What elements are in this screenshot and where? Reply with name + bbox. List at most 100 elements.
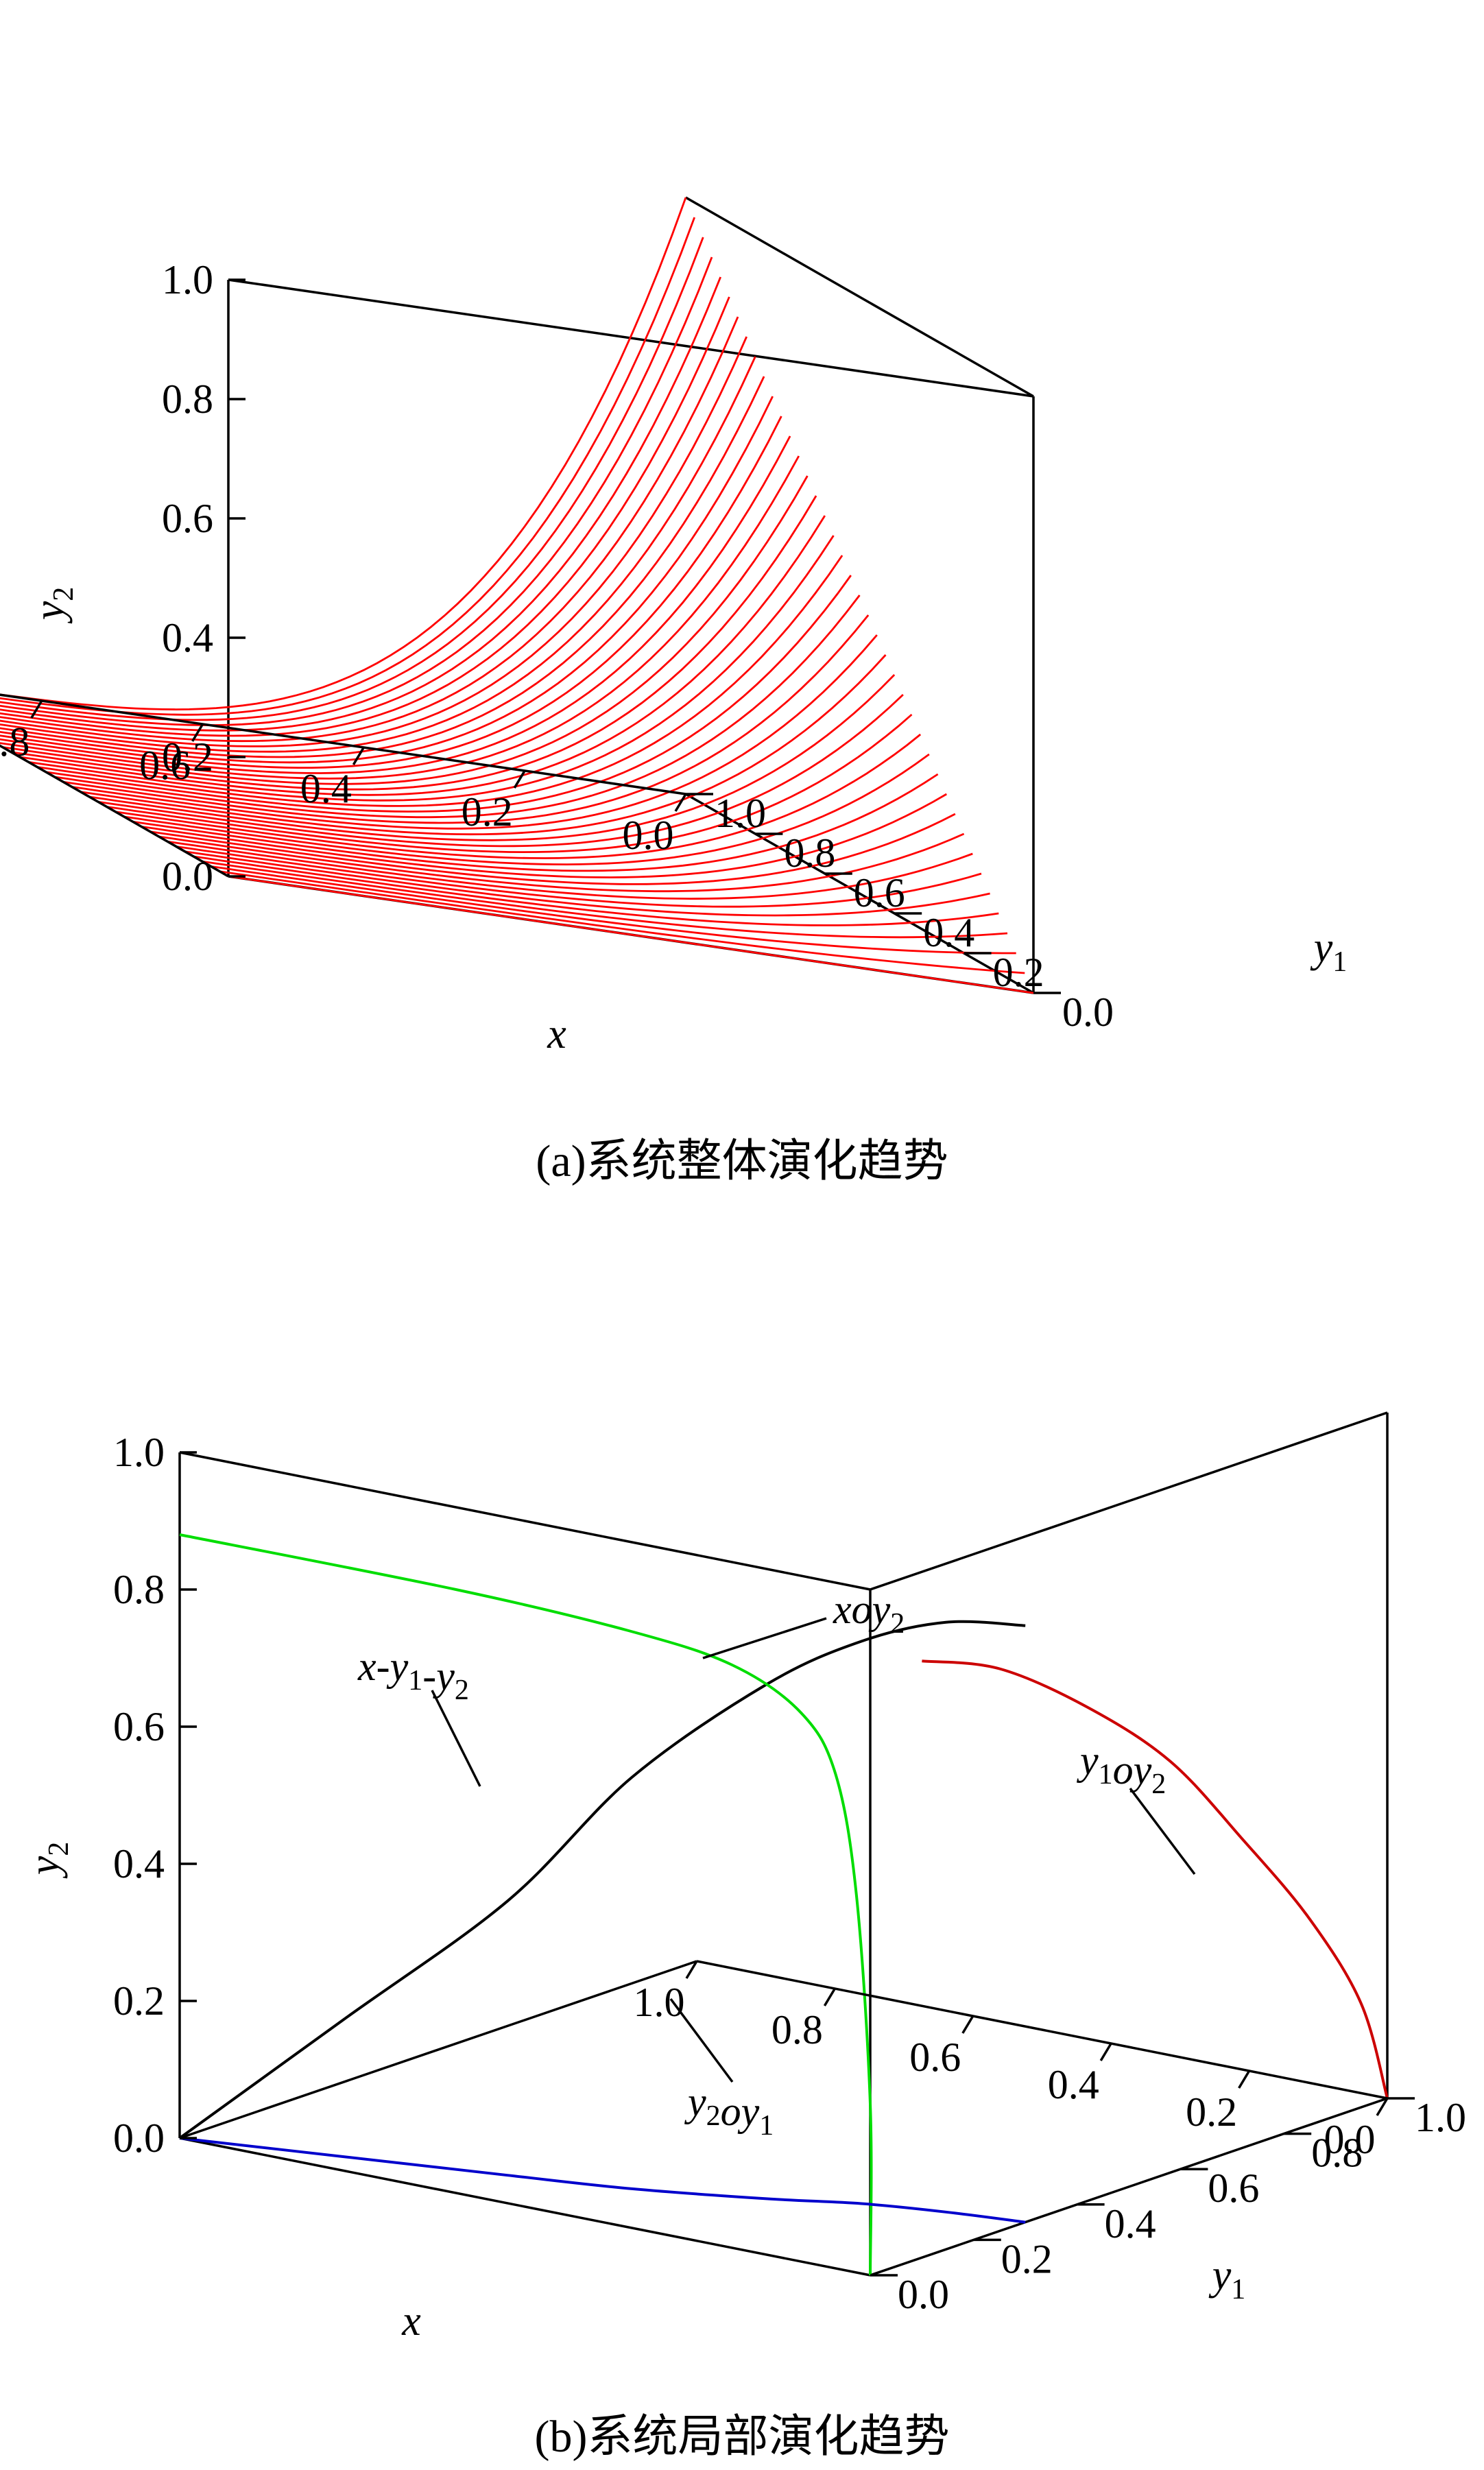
panel-a-trajectory-line: [36, 555, 843, 807]
panel-a-top-right-edge: [685, 196, 1034, 398]
panel-a-trajectory-line: [158, 832, 965, 893]
panel-a-trajectory-line: [89, 674, 896, 841]
panel-a-trajectory-line: [97, 693, 904, 848]
panel-b-z-tick-label: 0.8: [113, 1567, 165, 1612]
panel-a-y-tick-label: 0.2: [993, 950, 1044, 995]
panel-a-x-tick: [352, 747, 365, 765]
panel-a-trajectory-line: [0, 256, 713, 726]
panel-b-blue-trajectory-line: [179, 2137, 1026, 2224]
panel-b-top-right-edge: [870, 1411, 1388, 1591]
panel-a-trajectory-line: [10, 495, 817, 791]
panel-a-x-tick: [191, 723, 204, 742]
panel-a-trajectory-line: [0, 336, 747, 747]
panel-a-trajectory-line: [19, 515, 826, 796]
panel-a-trajectory-line: [54, 595, 861, 819]
panel-a-trajectory-line: [0, 455, 800, 780]
panel-a-curves: [0, 197, 1034, 994]
panel-a-zlabel: y2: [26, 587, 80, 625]
panel-a-x-tick: [513, 770, 526, 789]
panel-a-box-front: [0, 693, 686, 878]
panel-a-trajectory-line: [0, 416, 782, 769]
panel-b-x-tick-label: 0.8: [771, 2007, 823, 2052]
panel-a-x-tick-label: 0.2: [462, 789, 513, 835]
panel-b-label-leader-line: [431, 1690, 481, 1787]
panel-a-trajectory-line: [228, 875, 1034, 994]
panel-b-x-tick-label: 0.2: [1186, 2089, 1237, 2135]
panel-a-z-tick-label: 0.2: [162, 734, 213, 780]
panel-a-trajectory-line: [167, 840, 973, 900]
panel-a-trajectory-line: [149, 813, 956, 885]
panel-b-x-tick-label: 0.4: [1048, 2062, 1099, 2107]
panel-a-trajectory-line: [80, 654, 887, 836]
panel-a-trajectory-line: [176, 846, 982, 908]
panel-b-red-trajectory-line: [922, 1659, 1389, 2099]
panel-a-z-tick-label: 0.8: [162, 376, 213, 422]
panel-b-y-tick-label: 0.8: [1311, 2131, 1363, 2176]
panel-a-trajectory-line: [63, 614, 870, 824]
panel-b-front-left-edge: [179, 1960, 697, 2139]
panel-b-label-leader-line: [669, 1998, 734, 2083]
panel-a-trajectory-line: [184, 850, 990, 917]
panel-a-trajectory-line: [0, 237, 704, 721]
panel-b-y-tick-label: 0.4: [1105, 2201, 1156, 2246]
panel-b-curves: [178, 1533, 1389, 2276]
panel-b-series-labels: x-y1-y2 xoy2 y2oy1 y1oy2: [357, 1587, 1196, 2142]
panel-b-xlabel: x: [401, 2298, 421, 2345]
panel-a-y-tick-label: 0.4: [923, 910, 974, 955]
panel-b-green-trajectory-line: [179, 1533, 873, 2276]
panel-a-trajectory-line: [132, 773, 939, 872]
panel-a-x-tick-label: 0.8: [0, 719, 29, 765]
panel-b-y-tick-label: 0.0: [898, 2272, 949, 2317]
panel-a-trajectory-line: [202, 860, 1008, 939]
panel-a-trajectory-line: [2, 475, 809, 785]
panel-a: 0.0 0.2 0.4 0.6 0.8 1.0 1.0 0.8 0.6 0.4 0.2 0.0 0.0 0…: [0, 196, 1347, 1186]
panel-a-trajectory-line: [0, 316, 739, 743]
panel-b-black-trajectory-line: [178, 1620, 1026, 2139]
panel-b-caption: (b)系统局部演化趋势: [535, 2412, 950, 2462]
panel-a-z-tick-label: 0.6: [162, 496, 213, 541]
panel-a-trajectory-line: [193, 855, 999, 926]
panel-a-trajectory-line: [141, 793, 947, 878]
panel-a-front-left-edge: [0, 744, 229, 878]
panel-a-trajectory-line: [0, 276, 721, 732]
panel-b: 0.00.20.40.60.81.01.00.80.60.40.20.00.00…: [21, 1411, 1466, 2462]
panel-b-z-tick-label: 0.2: [113, 1978, 165, 2024]
panel-a-trajectory-line: [0, 197, 687, 711]
panel-a-y-tick-label: 0.6: [854, 870, 905, 915]
panel-b-x-tick: [961, 2015, 974, 2034]
panel-a-trajectory-line: [28, 535, 835, 802]
panel-a-trajectory-line: [0, 217, 696, 716]
panel-a-x-tick-label: 0.4: [300, 766, 352, 811]
panel-a-y-tick-label: 1.0: [715, 791, 766, 836]
panel-b-ticks: 0.00.20.40.60.81.01.00.80.60.40.20.00.00…: [113, 1430, 1466, 2317]
panel-b-series-label: y1oy2: [1076, 1738, 1166, 1800]
panel-b-series-label: y2oy1: [684, 2079, 774, 2142]
panel-b-series-label: xoy2: [833, 1587, 905, 1640]
panel-a-trajectory-line: [0, 396, 774, 764]
panel-a-trajectory-line: [0, 435, 791, 774]
panel-b-box-back: [178, 1411, 1389, 2277]
panel-a-y-tick-label: 0.0: [1062, 990, 1114, 1035]
panel-b-x-tick: [1099, 2043, 1112, 2061]
panel-a-trajectory-line: [0, 296, 730, 737]
panel-b-label-leader-line: [702, 1617, 827, 1659]
panel-a-trajectory-line: [71, 634, 878, 830]
panel-b-back-bottom-edge: [179, 2137, 871, 2277]
panel-b-ylabel: y1: [1208, 2252, 1246, 2305]
panel-a-z-tick-label: 0.0: [162, 854, 213, 899]
panel-a-x-tick: [30, 700, 43, 719]
panel-b-z-tick-label: 0.4: [113, 1841, 165, 1886]
panel-a-x-tick-label: 0.6: [139, 743, 191, 788]
panel-b-x-tick-label: 0.6: [909, 2035, 961, 2080]
panel-b-zlabel: y2: [21, 1842, 75, 1880]
panel-b-x-tick: [823, 1988, 836, 2006]
panel-a-trajectory-line: [45, 575, 852, 813]
panel-a-y-tick-label: 0.8: [784, 830, 835, 876]
panel-a-trajectory-line: [106, 713, 913, 854]
panel-a-x-tick: [674, 793, 687, 812]
panel-a-x-tick-label: 0.0: [623, 813, 674, 858]
panel-a-trajectory-line: [219, 870, 1025, 974]
panel-b-right-bottom-edge: [870, 2097, 1388, 2277]
panel-b-top-back-edge: [179, 1451, 871, 1591]
panel-b-label-leader-line: [1129, 1787, 1196, 1875]
